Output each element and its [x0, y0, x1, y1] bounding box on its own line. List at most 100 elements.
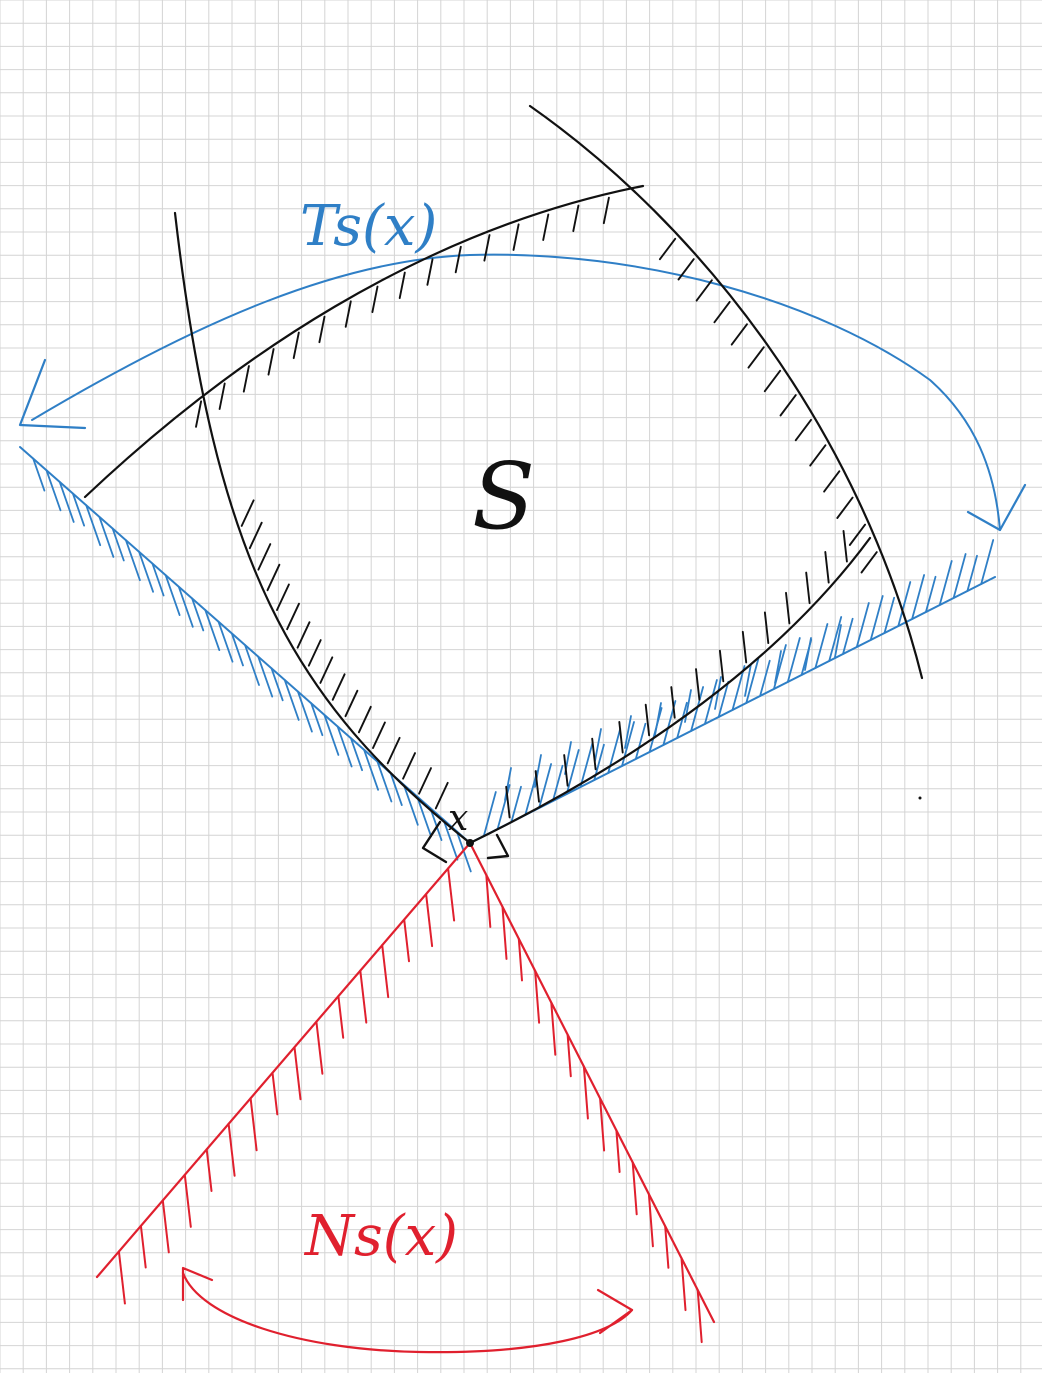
set-hatch-mark: [286, 602, 300, 631]
set-hatch-mark: [823, 470, 841, 493]
normal-cone-sweep-arc: [181, 1271, 634, 1354]
normal-cone-left-ray: [95, 841, 472, 1279]
set-label: S: [472, 443, 535, 550]
set-hatch-mark: [563, 754, 569, 787]
tangent-cone-hatch-mark: [952, 553, 967, 599]
normal-cone-hatch-mark: [680, 1257, 687, 1312]
tangent-cone-hatch-mark: [552, 764, 564, 802]
normal-cone-hatch-mark: [271, 1071, 279, 1116]
normal-cone-hatch-mark: [139, 1224, 147, 1269]
tangent-cone-hatch-mark: [774, 650, 782, 684]
tangent-cone-hatch-mark: [323, 714, 340, 756]
tangent-cone-hatch-mark: [510, 785, 522, 823]
normal-cone-hatch-mark: [205, 1148, 213, 1192]
set-hatch-mark: [257, 543, 272, 571]
tangent-cone-hatch-mark: [869, 595, 884, 641]
tangent-cone-hatch-mark: [45, 469, 62, 512]
tangent-cone-arrow-left-head: [18, 358, 87, 430]
set-hatch-mark: [741, 630, 748, 664]
set-hatch-mark: [670, 686, 676, 719]
set-hatch-mark: [344, 689, 359, 718]
tangent-cone-hatch-mark: [283, 679, 300, 721]
normal-cone-hatch-mark: [447, 867, 456, 922]
set-hatch-mark: [267, 348, 275, 376]
normal-cone-hatch-mark: [359, 969, 368, 1024]
set-hatch-mark: [747, 346, 765, 369]
set-hatch-mark: [730, 323, 748, 346]
set-hatch-mark: [860, 551, 878, 574]
normal-cone-hatch-mark: [517, 937, 523, 982]
tangent-cone-hatch-mark: [744, 663, 752, 697]
tangent-cone-hatch-mark: [594, 728, 602, 762]
tangent-cone-hatch-mark: [32, 457, 46, 492]
set-hatch-mark: [695, 668, 701, 701]
normal-cone-hatch-mark: [534, 969, 541, 1024]
set-hatch-mark: [248, 521, 263, 550]
tangent-cone-hatch-mark: [814, 623, 829, 669]
set-boundary-right-curve: [528, 104, 924, 680]
normal-cone-hatch-mark: [381, 944, 390, 999]
set-boundary-lower-curve: [468, 536, 872, 845]
set-hatch-mark: [779, 394, 797, 417]
normal-cone-right-ray: [468, 841, 716, 1324]
normal-cone-hatch-mark: [227, 1122, 236, 1177]
set-hatch-mark: [677, 258, 695, 281]
normal-cone-hatching: [117, 867, 703, 1344]
set-hatch-mark: [695, 279, 713, 302]
set-hatch-mark: [318, 315, 326, 344]
set-interior-hatching: [195, 196, 878, 819]
tangent-cone-hatch-mark: [217, 620, 234, 663]
normal-cone-hatch-mark: [293, 1046, 302, 1101]
tangent-cone-label: Ts(x): [300, 194, 437, 259]
set-hatch-mark: [512, 223, 520, 251]
set-hatch-mark: [218, 382, 226, 410]
set-boundary-left-curve: [173, 211, 472, 845]
set-hatch-mark: [824, 551, 830, 584]
set-hatch-mark: [386, 736, 401, 765]
set-hatch-mark: [276, 583, 290, 611]
normal-cone-hatch-mark: [485, 873, 492, 928]
set-hatch-mark: [618, 720, 624, 754]
tangent-cone-hatch-mark: [177, 585, 194, 628]
tangent-cone-hatch-mark: [349, 737, 364, 772]
normal-cone-arrow-right-head: [596, 1288, 634, 1335]
tangent-cone-hatch-mark: [834, 624, 842, 658]
set-hatch-mark: [534, 770, 540, 803]
tangent-cone-hatching: [32, 457, 995, 873]
set-hatch-mark: [371, 285, 379, 314]
normal-cone-hatch-mark: [249, 1097, 258, 1152]
normal-cone-hatch-mark: [696, 1289, 703, 1344]
tangent-cone-hatch-mark: [270, 667, 284, 702]
set-hatch-mark: [292, 331, 300, 360]
set-hatch-mark: [842, 529, 848, 563]
tangent-cone-hatch-mark: [538, 763, 552, 809]
tangent-cone-hatch-mark: [676, 701, 688, 739]
tangent-cone-hatch-mark: [804, 637, 812, 671]
tangent-cone-hatch-mark: [151, 562, 165, 597]
set-hatch-mark: [572, 204, 580, 233]
tangent-cone-hatch-mark: [244, 644, 260, 686]
tangent-cone-hatch-mark: [85, 504, 102, 547]
set-hatch-mark: [195, 400, 203, 428]
tangent-cone-hatch-mark: [883, 596, 895, 634]
normal-cone-hatch-mark: [664, 1225, 670, 1269]
set-hatch-mark: [602, 196, 610, 225]
set-hatch-mark: [763, 611, 770, 645]
tangent-cone-hatch-mark: [745, 658, 760, 704]
set-hatch-mark: [794, 418, 812, 442]
tangent-cone-hatch-mark: [72, 492, 85, 527]
set-hatch-mark: [418, 767, 432, 795]
set-hatch-mark: [644, 703, 651, 737]
tangent-cone-hatch-mark: [624, 715, 632, 749]
set-hatch-mark: [809, 444, 827, 467]
tangent-cone-hatch-mark: [911, 574, 925, 620]
tangent-cone-hatch-mark: [257, 655, 274, 698]
set-hatch-mark: [542, 213, 550, 241]
tangent-cone-hatch-mark: [138, 550, 155, 593]
normal-cone-hatch-mark: [117, 1250, 126, 1305]
tangent-cone-hatch-mark: [897, 581, 912, 627]
tangent-cone-hatch-mark: [191, 597, 205, 632]
tangent-cone-hatch-mark: [336, 725, 353, 768]
tangent-cone-hatch-mark: [714, 676, 722, 710]
